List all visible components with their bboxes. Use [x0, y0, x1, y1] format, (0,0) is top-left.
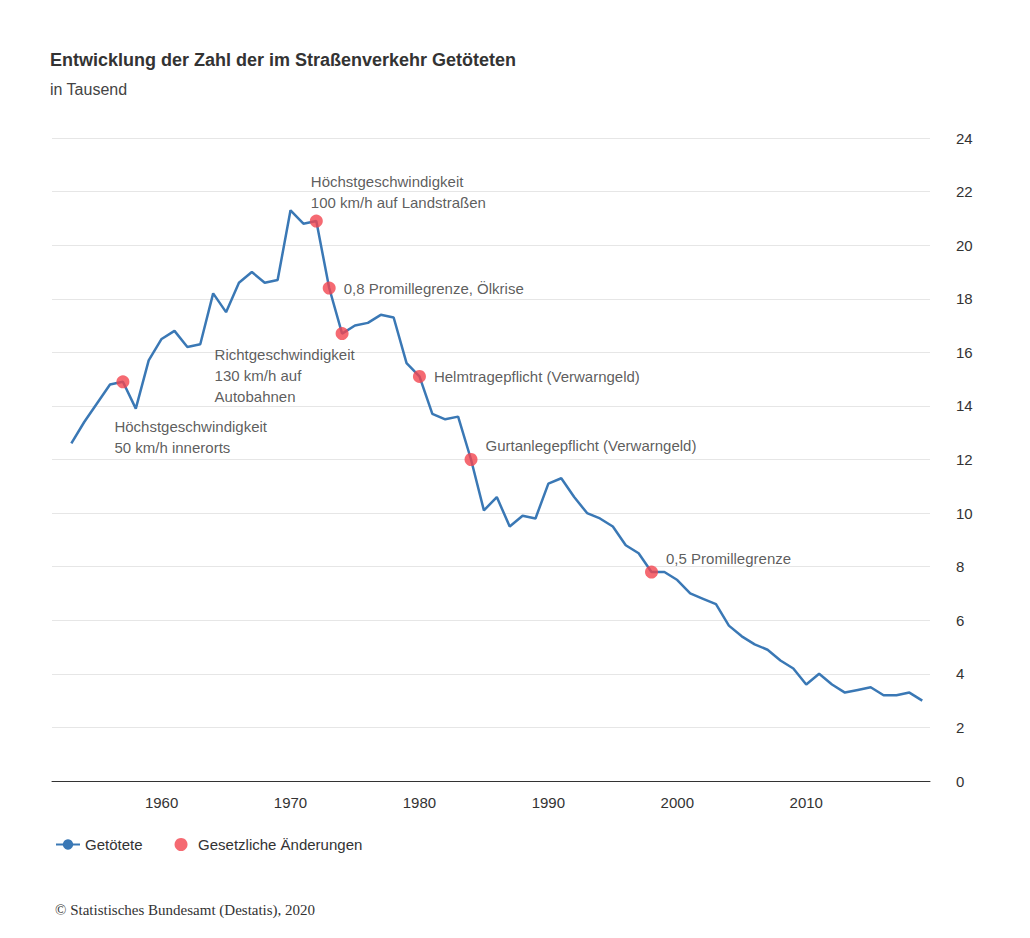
svg-text:20: 20	[956, 237, 973, 254]
svg-text:100 km/h auf Landstraßen: 100 km/h auf Landstraßen	[311, 194, 486, 211]
svg-text:10: 10	[956, 505, 973, 522]
svg-text:0,5 Promillegrenze: 0,5 Promillegrenze	[666, 550, 791, 567]
svg-text:12: 12	[956, 451, 973, 468]
svg-text:16: 16	[956, 344, 973, 361]
svg-text:Höchstgeschwindigkeit: Höchstgeschwindigkeit	[114, 418, 267, 435]
svg-text:22: 22	[956, 183, 973, 200]
svg-text:18: 18	[956, 290, 973, 307]
svg-text:1980: 1980	[403, 794, 436, 811]
svg-text:50 km/h innerorts: 50 km/h innerorts	[114, 439, 230, 456]
svg-text:0,8 Promillegrenze, Ölkrise: 0,8 Promillegrenze, Ölkrise	[344, 280, 524, 297]
svg-text:2010: 2010	[790, 794, 823, 811]
svg-text:in Tausend: in Tausend	[50, 81, 127, 98]
svg-text:1990: 1990	[532, 794, 565, 811]
svg-text:14: 14	[956, 397, 973, 414]
svg-text:1960: 1960	[145, 794, 178, 811]
svg-text:Getötete: Getötete	[85, 836, 143, 853]
svg-text:Höchstgeschwindigkeit: Höchstgeschwindigkeit	[311, 173, 464, 190]
svg-text:4: 4	[956, 665, 964, 682]
svg-text:130 km/h auf: 130 km/h auf	[215, 367, 303, 384]
svg-text:8: 8	[956, 558, 964, 575]
svg-text:Entwicklung der Zahl der im St: Entwicklung der Zahl der im Straßenverke…	[50, 50, 516, 70]
svg-text:© Statistisches Bundesamt (Des: © Statistisches Bundesamt (Destatis), 20…	[55, 902, 315, 919]
svg-text:Gurtanlegepflicht (Verwarngeld: Gurtanlegepflicht (Verwarngeld)	[486, 437, 697, 454]
svg-text:6: 6	[956, 612, 964, 629]
svg-text:2000: 2000	[661, 794, 694, 811]
svg-text:24: 24	[956, 130, 973, 147]
svg-text:2: 2	[956, 719, 964, 736]
svg-text:1970: 1970	[274, 794, 307, 811]
svg-text:Gesetzliche Änderungen: Gesetzliche Änderungen	[198, 836, 362, 853]
svg-text:Richtgeschwindigkeit: Richtgeschwindigkeit	[215, 346, 356, 363]
svg-text:Helmtragepflicht (Verwarngeld): Helmtragepflicht (Verwarngeld)	[434, 368, 640, 385]
svg-text:Autobahnen: Autobahnen	[215, 388, 296, 405]
svg-text:0: 0	[956, 773, 964, 790]
